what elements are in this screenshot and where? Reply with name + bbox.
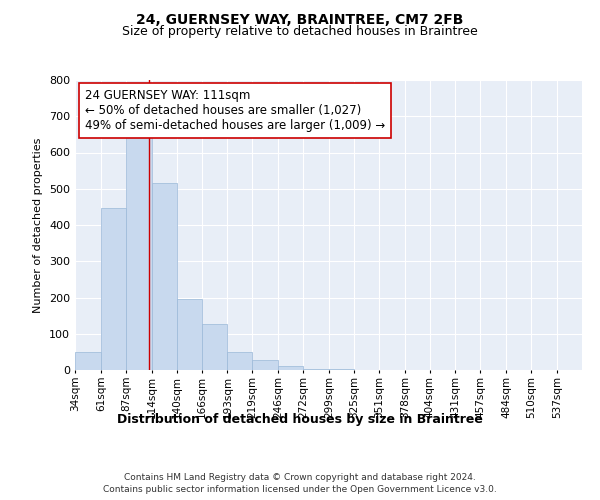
Bar	[227, 352, 253, 370]
Bar	[303, 369, 329, 370]
Bar	[101, 208, 126, 370]
Text: Distribution of detached houses by size in Braintree: Distribution of detached houses by size …	[117, 412, 483, 426]
Text: Size of property relative to detached houses in Braintree: Size of property relative to detached ho…	[122, 25, 478, 38]
Bar	[126, 129, 152, 370]
Bar	[202, 324, 227, 370]
Bar	[152, 184, 176, 370]
Text: 24, GUERNSEY WAY, BRAINTREE, CM7 2FB: 24, GUERNSEY WAY, BRAINTREE, CM7 2FB	[136, 12, 464, 26]
Text: Contains HM Land Registry data © Crown copyright and database right 2024.: Contains HM Land Registry data © Crown c…	[124, 472, 476, 482]
Bar	[253, 360, 278, 370]
Bar	[278, 366, 303, 370]
Text: Contains public sector information licensed under the Open Government Licence v3: Contains public sector information licen…	[103, 485, 497, 494]
Bar	[75, 352, 101, 370]
Y-axis label: Number of detached properties: Number of detached properties	[34, 138, 43, 312]
Text: 24 GUERNSEY WAY: 111sqm
← 50% of detached houses are smaller (1,027)
49% of semi: 24 GUERNSEY WAY: 111sqm ← 50% of detache…	[85, 88, 385, 132]
Bar	[176, 298, 202, 370]
